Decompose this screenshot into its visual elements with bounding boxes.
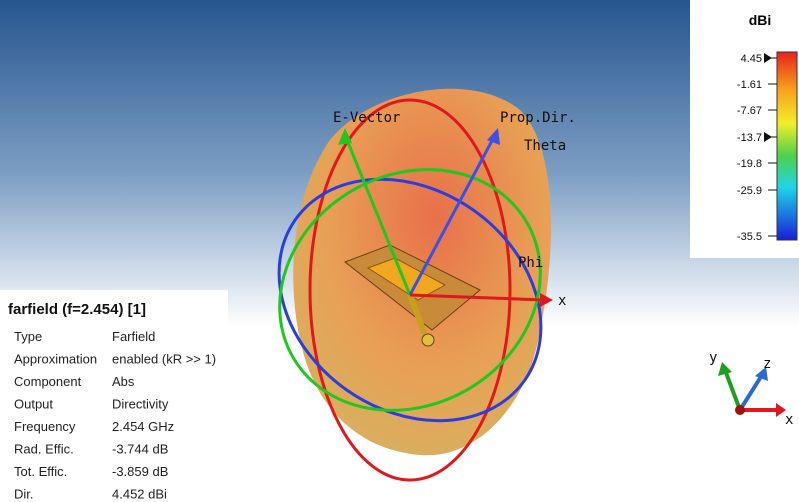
x-label: x [558,293,566,309]
info-value: Directivity [112,397,169,412]
info-key: Rad. Effic. [14,442,74,457]
info-key: Approximation [14,352,97,367]
triad-y: y [709,350,717,366]
info-key: Component [14,374,82,389]
axis-triad [718,362,786,417]
theta-ring [308,98,512,482]
colorbar-title: dBi [749,12,772,28]
e-vector-label: E-Vector [333,110,400,126]
info-key: Frequency [14,419,76,434]
info-panel [0,290,228,502]
colorbar-tick-label: -35.5 [737,231,762,243]
colorbar-tick-label: -13.7 [737,132,762,144]
marker [764,53,772,63]
colorbar-tick-label: -1.61 [737,79,762,91]
info-value: -3.744 dB [112,442,168,457]
triad-z: z [763,356,771,372]
info-value: Farfield [112,329,155,344]
vectors [338,128,553,307]
e-ring [278,168,542,412]
theta-label: Theta [524,138,566,154]
colorbar-tick-label: -25.9 [737,185,762,197]
phi-ring [277,177,543,423]
info-key: Tot. Effic. [14,464,67,479]
colorbar [776,51,798,241]
info-value: -3.859 dB [112,464,168,479]
triad-x: x [785,412,793,428]
info-key: Type [14,329,42,344]
phi-label: Phi [518,255,543,271]
info-key: Output [14,397,53,412]
colorbar-tick-label: 4.45 [741,53,762,65]
info-value: Abs [112,374,135,389]
colorbar-tick-label: -7.67 [737,105,762,117]
info-key: Dir. [14,487,34,502]
colorbar-tick-label: -19.8 [737,158,762,170]
info-title: farfield (f=2.454) [1] [8,301,146,318]
prop-dir-label: Prop.Dir. [500,110,576,126]
info-value: 4.452 dBi [112,487,167,502]
info-value: enabled (kR >> 1) [112,352,216,367]
marker [764,132,772,142]
info-value: 2.454 GHz [112,419,174,434]
